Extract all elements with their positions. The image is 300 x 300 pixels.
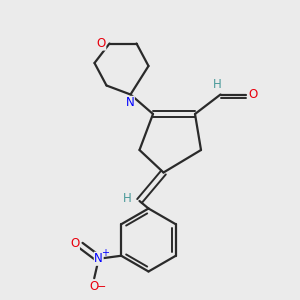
Text: +: + — [101, 248, 109, 258]
Text: N: N — [125, 96, 134, 110]
Text: H: H — [213, 77, 222, 91]
Text: O: O — [97, 37, 106, 50]
Text: O: O — [70, 237, 79, 250]
Text: O: O — [248, 88, 257, 101]
Text: −: − — [97, 282, 106, 292]
Text: N: N — [94, 252, 103, 265]
Text: H: H — [123, 191, 132, 205]
Text: O: O — [90, 280, 99, 293]
